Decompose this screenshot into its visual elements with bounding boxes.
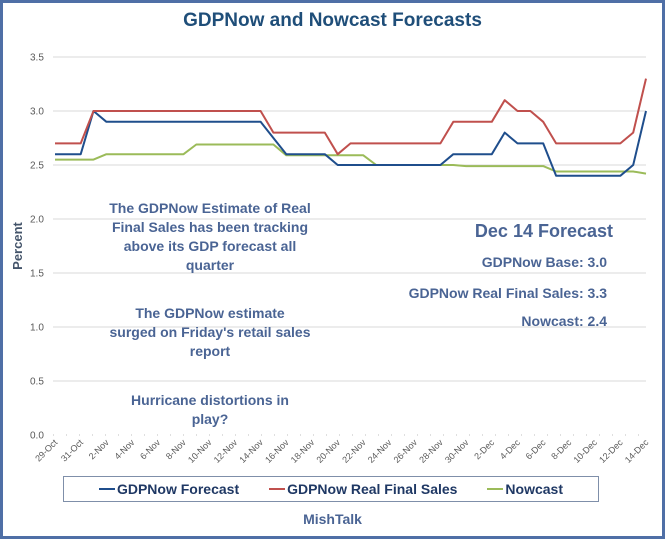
y-tick-label: 1.0 [30,323,44,334]
annotation-line: The GDPNow Estimate of Real [109,200,311,216]
x-tick-label: 12-Nov [212,437,240,465]
x-tick-label: 6-Nov [138,437,162,461]
annotation-line: Final Sales has been tracking [111,219,309,235]
legend-item-nowcast: Nowcast [487,481,563,497]
legend-item-gdpnow: GDPNow Forecast [98,481,240,497]
annotation-line: play? [191,411,229,427]
x-tick-label: 2-Dec [472,437,496,461]
chart-title: GDPNow and Nowcast Forecasts [183,10,482,31]
x-tick-label: 22-Nov [340,437,368,465]
x-tick-label: 30-Nov [443,437,471,465]
forecast-heading: Dec 14 Forecast [474,221,613,241]
legend-swatch-gdpnow [98,488,115,490]
series-line-gdpnow-real-final-sales [55,78,647,156]
gridlines [53,56,646,436]
annotation-surged: The GDPNow estimate surged on Friday's r… [60,304,360,361]
y-tick-label: 0.0 [30,431,44,442]
x-tick-label: 8-Dec [549,437,573,461]
forecast-real-final-sales: GDPNow Real Final Sales: 3.3 [408,285,607,301]
y-tick-label: 3.0 [30,107,44,118]
forecast-nowcast: Nowcast: 2.4 [521,313,607,329]
y-axis-label: Percent [10,221,25,269]
x-tick-label: 26-Nov [392,437,420,465]
legend-item-real-final-sales: GDPNow Real Final Sales [269,481,457,497]
series-line-gdpnow-forecast [55,110,647,177]
y-axis-ticks: 0.0 0.5 1.0 1.5 2.0 2.5 3.0 3.5 [30,53,44,442]
legend-swatch-real-final-sales [269,488,286,490]
annotation-line: surged on Friday's retail sales [109,324,311,340]
legend-label: Nowcast [505,481,563,497]
annotation-line: Hurricane distortions in [131,392,289,408]
legend-label: GDPNow Forecast [116,481,240,497]
x-tick-label: 14-Nov [237,437,265,465]
y-tick-label: 2.0 [30,215,44,226]
source-label: MishTalk [303,511,362,527]
annotation-line: report [189,343,231,359]
annotation-line: above its GDP forecast all [123,238,297,254]
x-tick-label: 28-Nov [417,437,445,465]
y-tick-label: 1.5 [30,269,44,280]
x-tick-label: 6-Dec [524,437,548,461]
x-tick-label: 24-Nov [366,437,394,465]
y-tick-label: 3.5 [30,53,44,64]
chart-legend: GDPNow Forecast GDPNow Real Final Sales … [63,476,599,502]
y-tick-label: 2.5 [30,161,44,172]
annotation-line: quarter [185,257,235,273]
x-axis-ticks: 29-Oct 31-Oct 2-Nov 4-Nov 6-Nov 8-Nov10-Nov12… [33,437,651,465]
forecast-gdpnow-base: GDPNow Base: 3.0 [481,254,607,270]
annotation-line: The GDPNow estimate [135,305,285,321]
x-tick-label: 10-Dec [571,437,599,465]
x-tick-label: 31-Oct [59,437,86,464]
annotation-hurricane: Hurricane distortions in play? [60,391,360,429]
x-tick-label: 10-Nov [186,437,214,465]
annotation-tracking: The GDPNow Estimate of Real Final Sales … [60,199,360,275]
x-tick-label: 18-Nov [289,437,317,465]
series-lines [55,78,647,177]
x-tick-label: 20-Nov [314,437,342,465]
x-tick-label: 4-Dec [498,437,522,461]
x-tick-label: 12-Dec [597,437,625,465]
x-tick-label: 14-Dec [623,437,651,465]
x-tick-label: 8-Nov [164,437,188,461]
series-line-nowcast [55,143,647,175]
x-tick-label: 2-Nov [87,437,111,461]
x-tick-label: 4-Nov [112,437,136,461]
x-tick-label: 16-Nov [263,437,291,465]
legend-label: GDPNow Real Final Sales [287,481,458,497]
legend-swatch-nowcast [487,488,504,490]
y-tick-label: 0.5 [30,377,44,388]
